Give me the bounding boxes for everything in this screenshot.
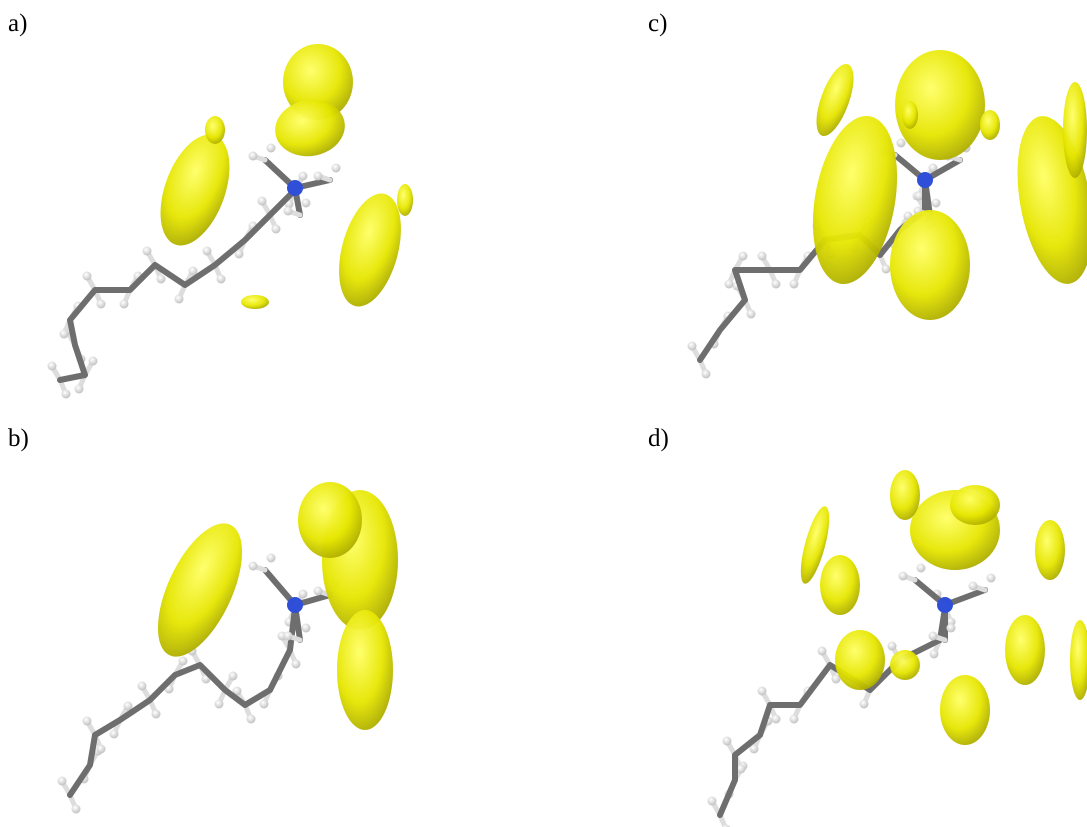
hydrogen-atom — [58, 777, 67, 786]
hydrogen-atom — [932, 199, 941, 208]
isosurface — [950, 485, 1000, 525]
hydrogen-atom — [110, 730, 119, 739]
hydrogen-atom — [215, 700, 224, 709]
hydrogen-atom — [83, 272, 92, 281]
hydrogen-atom — [203, 247, 212, 256]
isosurface — [835, 630, 885, 690]
hydrogen-atom — [969, 582, 978, 591]
hydrogen-atom — [157, 275, 166, 284]
panel-label: c) — [648, 10, 667, 38]
isosurface — [890, 650, 920, 680]
hydrogen-atom — [175, 295, 184, 304]
panel-label: d) — [648, 425, 669, 453]
isosurface — [141, 511, 260, 669]
hydrogen-atom — [929, 632, 938, 641]
hydrogen-atom — [62, 390, 71, 399]
hydrogen-atom — [292, 660, 301, 669]
hydrogen-atom — [739, 252, 748, 261]
hydrogen-atom — [267, 144, 276, 153]
hydrogen-atom — [272, 225, 281, 234]
hydrogen-atom — [688, 342, 697, 351]
hydrogen-atom — [772, 715, 781, 724]
hydrogen-atom — [179, 657, 188, 666]
hydrogen-atom — [702, 370, 711, 379]
isosurface — [337, 610, 393, 730]
nitrogen-atom — [287, 180, 303, 196]
hydrogen-atom — [97, 300, 106, 309]
isosurface — [890, 210, 970, 320]
hydrogen-atom — [947, 624, 956, 633]
isosurface — [298, 482, 362, 558]
hydrogen-atom — [790, 715, 799, 724]
isosurface — [902, 101, 918, 129]
isosurface — [890, 470, 920, 520]
isosurface — [1063, 82, 1087, 178]
nitrogen-atom — [287, 597, 303, 613]
hydrogen-atom — [75, 385, 84, 394]
panel-label: b) — [8, 425, 29, 453]
hydrogen-atom — [723, 737, 732, 746]
hydrogen-atom — [882, 265, 891, 274]
isosurface — [820, 555, 860, 615]
hydrogen-atom — [267, 554, 276, 563]
hydrogen-atom — [314, 172, 323, 181]
isosurface — [205, 116, 225, 144]
panel-label: a) — [8, 10, 27, 38]
hydrogen-atom — [89, 357, 98, 366]
hydrogen-atom — [899, 572, 908, 581]
isosurface — [1035, 520, 1065, 580]
hydrogen-atom — [143, 247, 152, 256]
isosurface — [1070, 620, 1087, 700]
nitrogen-atom — [937, 597, 953, 613]
hydrogen-atom — [217, 275, 226, 284]
isosurface — [1005, 615, 1045, 685]
molecule-renderings — [0, 0, 1087, 827]
isosurface — [397, 184, 413, 216]
hydrogen-atom — [987, 574, 996, 583]
hydrogen-atom — [818, 647, 827, 656]
nitrogen-atom — [917, 172, 933, 188]
hydrogen-atom — [48, 362, 57, 371]
hydrogen-atom — [917, 564, 926, 573]
hydrogen-atom — [229, 672, 238, 681]
hydrogen-atom — [860, 700, 869, 709]
hydrogen-atom — [708, 797, 717, 806]
hydrogen-atom — [930, 650, 939, 659]
hydrogen-atom — [260, 700, 269, 709]
hydrogen-atom — [725, 280, 734, 289]
hydrogen-atom — [284, 207, 293, 216]
isosurface — [940, 675, 990, 745]
hydrogen-atom — [284, 632, 293, 641]
hydrogen-atom — [299, 590, 308, 599]
hydrogen-atom — [97, 745, 106, 754]
hydrogen-atom — [83, 717, 92, 726]
hydrogen-atom — [747, 310, 756, 319]
isosurface — [980, 110, 1000, 140]
hydrogen-atom — [138, 682, 147, 691]
hydrogen-atom — [758, 252, 767, 261]
hydrogen-atom — [247, 715, 256, 724]
hydrogen-atom — [888, 642, 897, 651]
hydrogen-atom — [897, 139, 906, 148]
hydrogen-atom — [302, 624, 311, 633]
carbon-chain — [720, 608, 945, 815]
hydrogen-atom — [758, 687, 767, 696]
figure: a) b) c) d) — [0, 0, 1087, 827]
hydrogen-atom — [60, 330, 69, 339]
isosurface — [241, 295, 269, 309]
isosurface — [147, 125, 243, 255]
hydrogen-atom — [249, 152, 258, 161]
hydrogen-atom — [332, 164, 341, 173]
hydrogen-atom — [249, 562, 258, 571]
hydrogen-atom — [302, 199, 311, 208]
hydrogen-atom — [772, 280, 781, 289]
hydrogen-atom — [299, 172, 308, 181]
hydrogen-atom — [152, 710, 161, 719]
hydrogen-atom — [314, 587, 323, 596]
hydrogen-atom — [120, 300, 129, 309]
hydrogen-atom — [258, 197, 267, 206]
hydrogen-atom — [72, 805, 81, 814]
hydrogen-atom — [790, 280, 799, 289]
